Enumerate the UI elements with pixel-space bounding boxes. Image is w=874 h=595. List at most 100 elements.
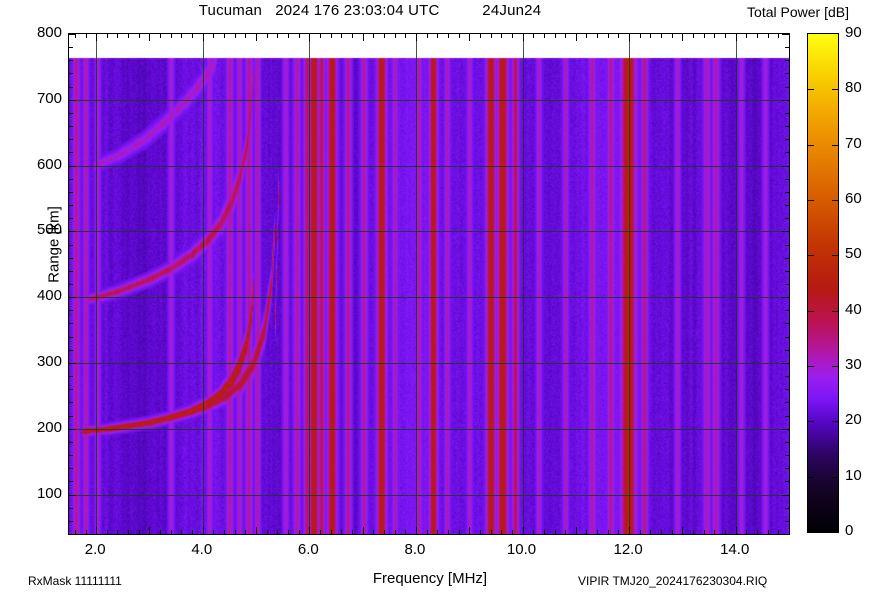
- axis-tick: [785, 258, 789, 259]
- x-tick-label: 10.0: [506, 541, 537, 558]
- axis-tick: [533, 530, 534, 534]
- axis-tick: [785, 152, 789, 153]
- axis-tick: [384, 530, 385, 534]
- x-axis-title: Frequency [MHz]: [372, 570, 488, 587]
- axis-tick: [785, 126, 789, 127]
- axis-tick: [373, 34, 374, 38]
- axis-tick: [682, 34, 683, 41]
- axis-tick: [491, 34, 492, 38]
- axis-tick: [69, 192, 73, 193]
- axis-tick: [277, 530, 278, 534]
- axis-tick: [96, 527, 97, 534]
- axis-tick: [785, 508, 789, 509]
- axis-tick: [576, 34, 577, 41]
- axis-tick: [785, 350, 789, 351]
- axis-tick: [69, 87, 73, 88]
- axis-tick: [299, 34, 300, 38]
- axis-tick: [597, 530, 598, 534]
- axis-tick: [75, 34, 76, 38]
- axis-tick: [555, 530, 556, 534]
- axis-tick: [267, 530, 268, 534]
- axis-tick: [789, 527, 790, 534]
- axis-tick: [69, 179, 73, 180]
- axis-tick: [320, 34, 321, 38]
- axis-tick: [785, 179, 789, 180]
- colorbar-tick: [832, 255, 838, 256]
- axis-tick: [512, 530, 513, 534]
- axis-tick: [785, 468, 789, 469]
- axis-tick: [395, 530, 396, 534]
- axis-tick: [608, 530, 609, 534]
- axis-tick: [69, 481, 73, 482]
- axis-tick: [785, 218, 789, 219]
- axis-tick: [618, 34, 619, 38]
- axis-tick: [117, 530, 118, 534]
- axis-tick: [224, 34, 225, 38]
- axis-tick: [149, 34, 150, 41]
- y-tick-label: 800: [36, 24, 62, 41]
- axis-tick: [785, 389, 789, 390]
- axis-tick: [459, 34, 460, 38]
- axis-tick: [395, 34, 396, 38]
- axis-tick: [785, 455, 789, 456]
- axis-tick: [785, 271, 789, 272]
- axis-tick: [224, 530, 225, 534]
- axis-tick: [437, 530, 438, 534]
- axis-tick: [69, 363, 76, 364]
- axis-tick: [736, 527, 737, 534]
- axis-tick: [789, 34, 790, 41]
- axis-tick: [785, 402, 789, 403]
- axis-tick: [75, 530, 76, 534]
- axis-tick: [256, 34, 257, 41]
- axis-tick: [757, 530, 758, 534]
- axis-tick: [69, 337, 73, 338]
- axis-tick: [128, 34, 129, 38]
- x-tick-label: 6.0: [297, 541, 319, 558]
- axis-tick: [725, 530, 726, 534]
- x-tick-label: 4.0: [191, 541, 213, 558]
- axis-tick: [576, 527, 577, 534]
- axis-tick: [69, 495, 76, 496]
- axis-tick: [139, 34, 140, 38]
- axis-tick: [213, 34, 214, 38]
- gridline-vertical: [736, 34, 737, 534]
- axis-tick: [533, 34, 534, 38]
- axis-tick: [782, 34, 789, 35]
- colorbar-tick-label: 30: [845, 356, 862, 373]
- colorbar-tick-label: 50: [845, 245, 862, 262]
- axis-tick: [128, 530, 129, 534]
- axis-tick: [277, 34, 278, 38]
- axis-tick: [618, 530, 619, 534]
- axis-tick: [555, 34, 556, 38]
- y-tick-label: 500: [36, 221, 62, 239]
- axis-tick: [672, 530, 673, 534]
- colorbar-tick: [832, 421, 838, 422]
- axis-tick: [181, 530, 182, 534]
- axis-tick: [469, 527, 470, 534]
- axis-tick: [69, 402, 73, 403]
- axis-tick: [86, 530, 87, 534]
- axis-tick: [331, 34, 332, 38]
- axis-tick: [785, 481, 789, 482]
- axis-tick: [245, 530, 246, 534]
- axis-tick: [714, 530, 715, 534]
- axis-tick: [785, 73, 789, 74]
- axis-tick: [768, 34, 769, 38]
- title-date: 24Jun24: [482, 2, 542, 19]
- colorbar-tick-label: 70: [845, 135, 862, 152]
- axis-tick: [693, 530, 694, 534]
- colorbar-tick-label: 80: [845, 79, 862, 96]
- gridline-horizontal: [69, 363, 789, 364]
- axis-tick: [469, 34, 470, 41]
- colorbar-tick: [808, 145, 814, 146]
- axis-tick: [746, 530, 747, 534]
- axis-tick: [171, 530, 172, 534]
- axis-tick: [629, 527, 630, 534]
- y-tick-label: 400: [36, 287, 62, 305]
- vipir-filename-label: VIPIR TMJ20_2024176230304.RIQ: [578, 574, 768, 588]
- axis-tick: [785, 60, 789, 61]
- axis-tick: [785, 310, 789, 311]
- axis-tick: [405, 34, 406, 38]
- axis-tick: [480, 530, 481, 534]
- axis-tick: [785, 442, 789, 443]
